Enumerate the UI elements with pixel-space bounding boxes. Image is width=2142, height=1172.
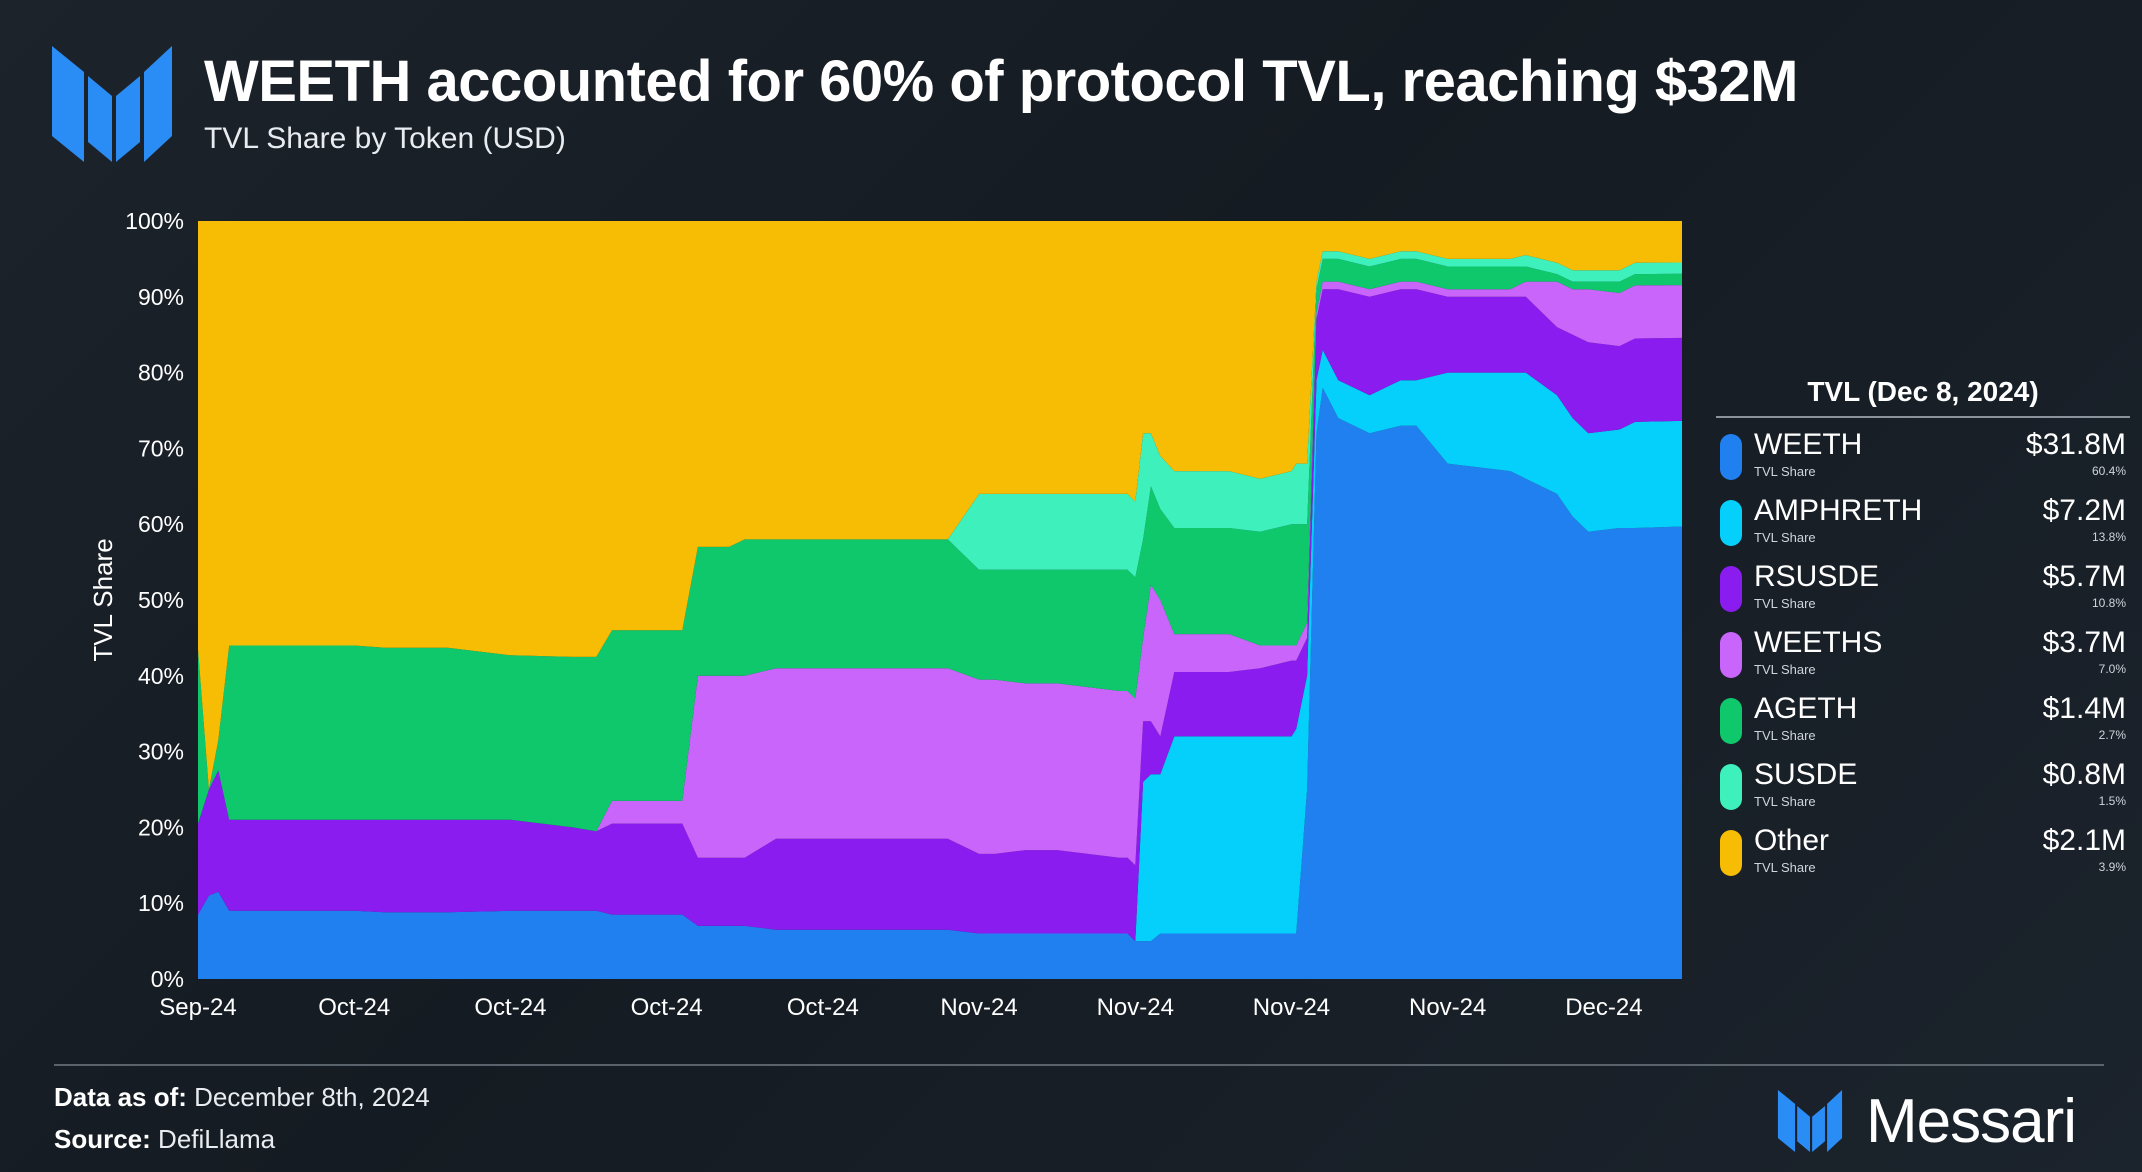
area-series-rsusde [198, 289, 1682, 942]
legend-item-subtitle: TVL Share [1754, 662, 1816, 677]
legend-item-name: AMPHRETH [1754, 494, 1923, 527]
y-tick-label: 70% [138, 435, 184, 461]
y-tick-label: 80% [138, 360, 184, 386]
x-tick-label: Oct-24 [474, 994, 546, 1021]
legend-item-subtitle: TVL Share [1754, 530, 1816, 545]
legend-item-amphreth: AMPHRETH TVL Share $7.2M 13.8% [1716, 490, 2130, 556]
brand-lockup: Messari [1776, 1086, 2077, 1156]
legend-item-share: 2.7% [2098, 728, 2126, 742]
x-tick-label: Nov-24 [1253, 994, 1330, 1021]
y-axis-label: TVL Share [88, 538, 118, 661]
legend-item-subtitle: TVL Share [1754, 794, 1816, 809]
x-tick-label: Dec-24 [1565, 994, 1642, 1021]
y-tick-label: 50% [138, 587, 184, 613]
legend-item-name: Other [1754, 824, 1830, 857]
area-series-ageth [198, 258, 1682, 832]
legend-item-value: $5.7M [2042, 560, 2126, 593]
source-value: DefiLlama [158, 1124, 276, 1154]
legend-swatch [1720, 434, 1742, 480]
y-tick-label: 90% [138, 284, 184, 310]
legend-item-subtitle: TVL Share [1754, 596, 1816, 611]
legend-item-share: 1.5% [2098, 794, 2126, 808]
legend-title: TVL (Dec 8, 2024) [1716, 376, 2130, 418]
legend-item-rsusde: RSUSDE TVL Share $5.7M 10.8% [1716, 556, 2130, 622]
area-series-amphreth [198, 349, 1682, 942]
legend-item-value: $31.8M [2025, 428, 2126, 461]
legend-item-value: $2.1M [2042, 824, 2126, 857]
legend-item-share: 10.8% [2091, 596, 2126, 610]
legend-item-name: WEETHS [1754, 626, 1883, 659]
chart-title: WEETH accounted for 60% of protocol TVL,… [204, 49, 1799, 114]
y-tick-label: 20% [138, 814, 184, 840]
legend-item-other: Other TVL Share $2.1M 3.9% [1716, 820, 2130, 886]
legend-item-value: $7.2M [2042, 494, 2126, 527]
messari-brand-icon [1777, 1090, 1843, 1152]
legend-item-name: AGETH [1754, 692, 1858, 725]
y-tick-label: 10% [138, 890, 184, 916]
legend-swatch [1720, 830, 1742, 876]
legend-item-weeth: WEETH TVL Share $31.8M 60.4% [1716, 424, 2130, 490]
legend-item-share: 3.9% [2098, 860, 2126, 874]
legend-swatch [1720, 632, 1742, 678]
brand-name: Messari [1866, 1086, 2077, 1156]
y-tick-label: 100% [125, 208, 184, 234]
chart-subtitle: TVL Share by Token (USD) [204, 122, 566, 155]
legend-item-value: $1.4M [2042, 692, 2126, 725]
data-as-of-label: Data as of: [54, 1082, 187, 1112]
legend-item-subtitle: TVL Share [1754, 464, 1816, 479]
y-tick-label: 30% [138, 739, 184, 765]
x-tick-label: Nov-24 [940, 994, 1017, 1021]
legend-swatch [1720, 764, 1742, 810]
x-tick-label: Nov-24 [1409, 994, 1486, 1021]
data-as-of-value: December 8th, 2024 [194, 1082, 430, 1112]
legend-item-weeths: WEETHS TVL Share $3.7M 7.0% [1716, 622, 2130, 688]
x-tick-label: Sep-24 [159, 994, 236, 1021]
x-tick-label: Nov-24 [1097, 994, 1174, 1021]
area-series-weeths [198, 281, 1682, 866]
data-as-of: Data as of: December 8th, 2024 [54, 1082, 430, 1113]
legend-item-share: 60.4% [2091, 464, 2126, 478]
legend-item-share: 13.8% [2091, 530, 2126, 544]
x-tick-label: Oct-24 [318, 994, 390, 1021]
legend-item-susde: SUSDE TVL Share $0.8M 1.5% [1716, 754, 2130, 820]
legend-item-subtitle: TVL Share [1754, 728, 1816, 743]
source-label: Source: [54, 1124, 151, 1154]
legend-item-name: RSUSDE [1754, 560, 1880, 593]
legend-item-value: $3.7M [2042, 626, 2126, 659]
y-tick-label: 0% [151, 966, 184, 992]
legend: TVL (Dec 8, 2024) WEETH TVL Share $31.8M 60… [1716, 376, 2130, 886]
legend-item-share: 7.0% [2098, 662, 2126, 676]
legend-swatch [1720, 500, 1742, 546]
footer-divider [54, 1064, 2104, 1066]
legend-item-name: WEETH [1754, 428, 1863, 461]
legend-swatch [1720, 698, 1742, 744]
legend-item-value: $0.8M [2042, 758, 2126, 791]
x-tick-label: Oct-24 [631, 994, 703, 1021]
legend-item-name: SUSDE [1754, 758, 1858, 791]
area-series-weeth [198, 387, 1682, 979]
y-tick-label: 40% [138, 663, 184, 689]
legend-swatch [1720, 566, 1742, 612]
area-series-other [198, 221, 1682, 790]
messari-logo-icon [52, 46, 172, 162]
source: Source: DefiLlama [54, 1124, 275, 1155]
legend-item-subtitle: TVL Share [1754, 860, 1816, 875]
x-tick-label: Oct-24 [787, 994, 859, 1021]
y-tick-label: 60% [138, 511, 184, 537]
stacked-area-chart: 0% 10% 20% 30% 40% 50% 60% 70% 80% 90% 100% Sep-24… [88, 208, 1682, 1021]
legend-item-ageth: AGETH TVL Share $1.4M 2.7% [1716, 688, 2130, 754]
